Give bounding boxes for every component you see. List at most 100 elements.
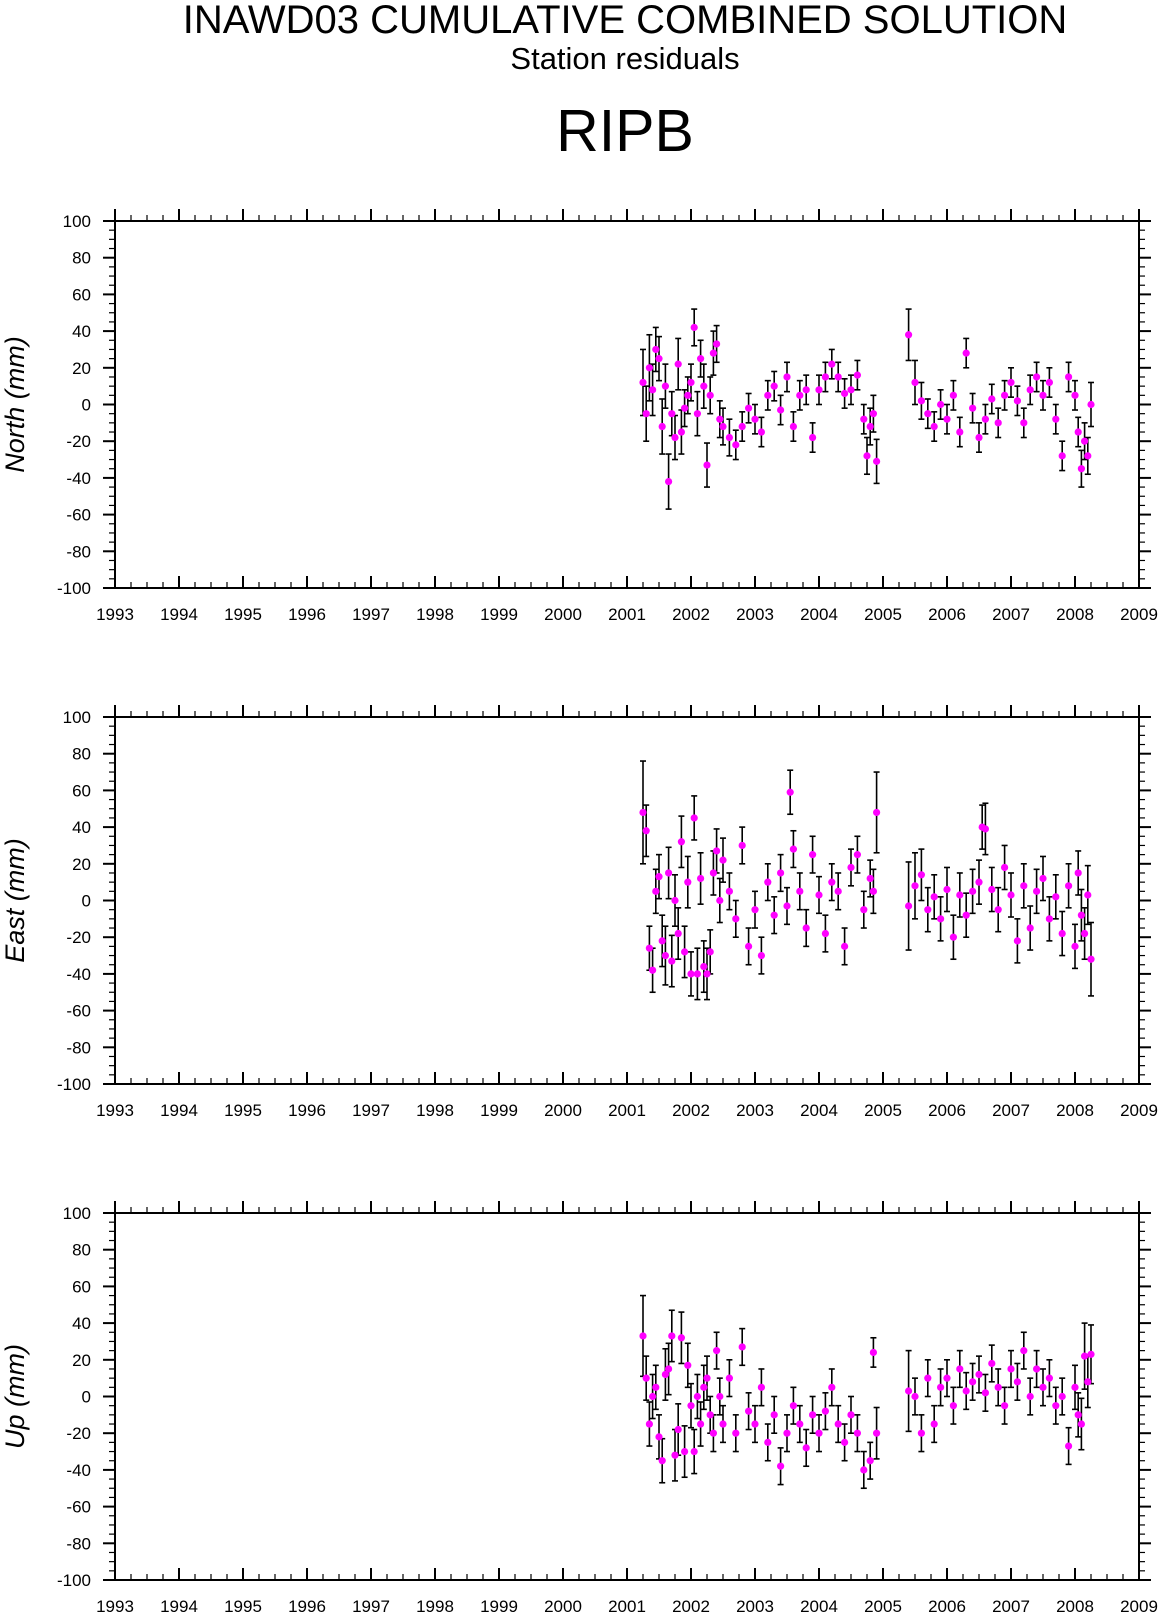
data-point: [668, 410, 676, 418]
data-point: [719, 1420, 727, 1428]
y-tick-label: 80: [72, 1241, 91, 1260]
data-point: [677, 1334, 686, 1342]
x-tick-label: 1994: [160, 605, 198, 624]
data-point: [655, 355, 663, 363]
y-tick-label: 40: [72, 818, 91, 837]
data-point: [1081, 929, 1089, 938]
data-point: [687, 970, 695, 978]
data-point: [684, 391, 692, 399]
data-point: [681, 404, 689, 412]
data-point: [1033, 1365, 1041, 1373]
data-point: [988, 395, 996, 403]
y-tick-label: 60: [72, 781, 91, 800]
x-tick-label: 1995: [224, 1101, 262, 1120]
y-tick-label: 100: [63, 708, 91, 727]
data-point: [1039, 1383, 1047, 1391]
data-point: [1001, 391, 1009, 399]
y-tick-label: 0: [82, 892, 91, 911]
x-tick-label: 2007: [992, 1101, 1030, 1120]
x-tick-label: 2008: [1056, 1101, 1094, 1120]
data-point: [751, 1420, 759, 1428]
x-tick-label: 2004: [800, 1597, 838, 1616]
data-point: [994, 1383, 1002, 1391]
data-point: [1087, 400, 1095, 409]
x-tick-label: 1997: [352, 1597, 390, 1616]
x-tick-label: 2009: [1120, 1101, 1158, 1120]
data-point: [802, 386, 810, 394]
data-point: [962, 349, 970, 357]
data-point: [994, 419, 1002, 427]
x-tick-label: 2004: [800, 605, 838, 624]
data-point: [649, 1392, 657, 1401]
x-tick-label: 2002: [672, 605, 710, 624]
y-tick-label: 0: [82, 396, 91, 415]
data-point: [809, 433, 817, 442]
data-point: [809, 1411, 817, 1419]
data-point: [796, 1420, 804, 1428]
data-point: [770, 1411, 778, 1419]
data-point: [981, 825, 990, 833]
data-point: [645, 944, 654, 952]
chart-panel-3: -100 -80 -60 -40 -20 0 20 40 60 80 100 1993 1994 1995…: [0, 1201, 1158, 1616]
data-point: [732, 915, 740, 923]
data-point: [943, 415, 951, 423]
data-point: [975, 878, 983, 886]
data-point: [789, 845, 798, 853]
data-point: [1026, 1392, 1034, 1401]
data-point: [821, 929, 830, 938]
data-point: [716, 1392, 724, 1401]
data-point: [649, 386, 657, 394]
x-tick-label: 2002: [672, 1597, 710, 1616]
data-point: [684, 1361, 692, 1369]
data-point: [917, 1429, 926, 1437]
data-point: [764, 391, 772, 399]
data-point: [645, 1420, 654, 1428]
x-tick-label: 2001: [608, 1101, 646, 1120]
data-point: [687, 1402, 695, 1410]
data-point: [671, 896, 679, 905]
series-1: [639, 1294, 1095, 1490]
data-point: [866, 1457, 874, 1465]
data-point: [847, 863, 855, 872]
data-point: [786, 788, 794, 796]
x-tick-label: 1999: [480, 1101, 518, 1120]
data-point: [745, 1407, 753, 1415]
data-point: [1074, 428, 1082, 436]
data-point: [668, 1332, 676, 1340]
data-point: [700, 962, 708, 971]
data-point: [1052, 415, 1060, 423]
data-point: [639, 378, 647, 387]
data-point: [709, 349, 718, 357]
data-point: [860, 415, 868, 423]
data-point: [732, 1429, 740, 1437]
data-point: [937, 915, 945, 923]
data-point: [866, 422, 874, 431]
y-tick-label: 100: [63, 1204, 91, 1223]
data-point: [697, 355, 705, 363]
series-1: [639, 760, 1095, 1001]
x-tick-label: 2009: [1120, 1597, 1158, 1616]
y-tick-label: 40: [72, 322, 91, 341]
data-point: [1020, 419, 1028, 427]
x-tick-label: 1997: [352, 605, 390, 624]
data-point: [834, 1420, 842, 1428]
y-tick-label: 40: [72, 1314, 91, 1333]
data-point: [674, 1425, 682, 1434]
data-point: [1077, 1420, 1085, 1428]
y-tick-label: 20: [72, 359, 91, 378]
data-point: [713, 340, 721, 348]
data-point: [690, 814, 698, 822]
data-point: [821, 373, 830, 381]
data-point: [770, 911, 778, 919]
x-tick-label: 2005: [864, 1101, 902, 1120]
x-tick-label: 2000: [544, 1597, 582, 1616]
data-point: [1013, 397, 1022, 405]
data-point: [841, 389, 849, 398]
data-point: [956, 428, 964, 436]
data-point: [690, 1447, 698, 1456]
data-point: [853, 371, 862, 379]
data-point: [1020, 882, 1028, 890]
data-point: [924, 410, 932, 418]
y-tick-label: 60: [72, 1277, 91, 1296]
data-point: [847, 1411, 855, 1419]
